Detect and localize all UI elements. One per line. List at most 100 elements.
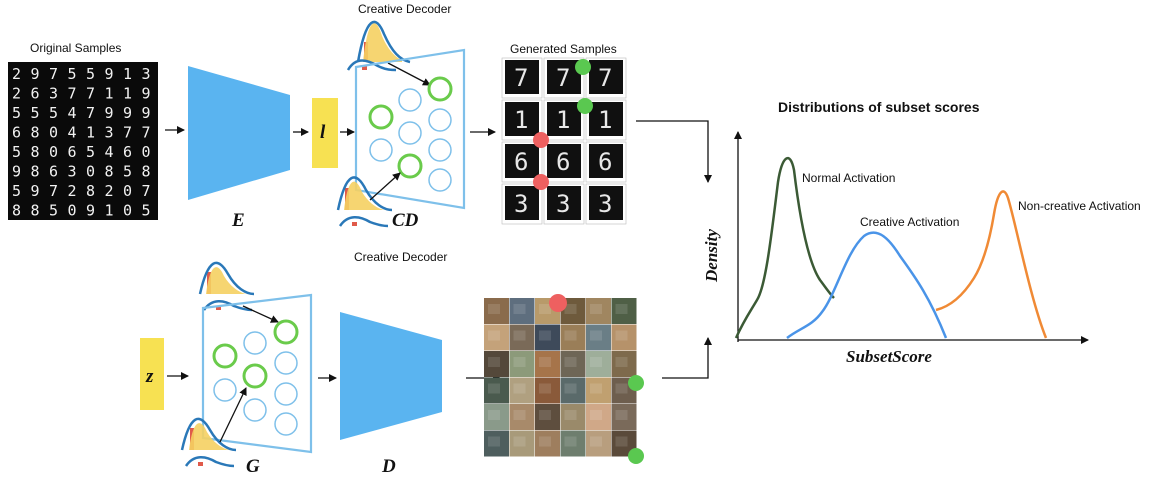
- red-marker: [533, 132, 549, 148]
- generator-label: G: [246, 456, 260, 477]
- digit-cell: 5: [12, 182, 21, 200]
- art-samples-grid: [484, 298, 637, 457]
- art-sample-tile: [509, 430, 535, 457]
- digit-cell: 0: [68, 202, 77, 220]
- digit-cell: 9: [105, 104, 114, 122]
- art-sample-detail: [615, 357, 628, 367]
- red-marker: [549, 294, 567, 312]
- art-sample-detail: [539, 436, 551, 447]
- art-sample-detail: [615, 304, 628, 314]
- digit-cell: 5: [86, 65, 95, 83]
- art-sample-detail: [539, 357, 551, 367]
- node: [428, 138, 452, 162]
- art-sample-detail: [513, 304, 526, 314]
- encoder-label: E: [231, 210, 245, 231]
- art-sample-tile: [535, 404, 560, 430]
- green-marker: [628, 375, 644, 391]
- arrow-to-active-node: [242, 305, 279, 323]
- digit-cell: 2: [12, 65, 21, 83]
- digit-cell: 4: [68, 104, 77, 122]
- art-sample-detail: [488, 357, 500, 367]
- generated-sample-tile: 6: [585, 141, 627, 183]
- chart-title: Distributions of subset scores: [778, 99, 980, 115]
- svg-text:3: 3: [598, 190, 612, 218]
- art-sample-tile: [560, 430, 586, 457]
- node: [428, 168, 452, 192]
- art-sample-detail: [590, 383, 602, 394]
- art-sample-tile: [484, 351, 509, 377]
- art-sample-tile: [586, 430, 611, 457]
- arrow-to-active-node: [369, 172, 401, 201]
- digit-cell: 2: [68, 182, 77, 200]
- art-sample-tile: [560, 324, 586, 351]
- creative-decoder-block: [354, 48, 466, 210]
- digit-cell: 8: [31, 163, 40, 181]
- art-sample-tile: [535, 430, 560, 457]
- distribution-icon: [336, 176, 393, 212]
- digit-cell: 9: [142, 85, 151, 103]
- art-sample-tile: [509, 298, 535, 324]
- discriminator-label: D: [381, 456, 396, 477]
- art-sample-tile: [484, 430, 509, 457]
- art-sample-tile: [560, 377, 586, 404]
- art-sample-detail: [539, 383, 551, 394]
- art-sample-detail: [590, 304, 602, 314]
- digit-cell: 3: [68, 163, 77, 181]
- digit-cell: 1: [123, 85, 132, 103]
- digit-cell: 9: [105, 65, 114, 83]
- digit-cell: 7: [142, 182, 151, 200]
- green-marker: [577, 98, 593, 114]
- art-sample-tile: [509, 351, 535, 377]
- latent-block: [312, 98, 338, 168]
- generator-nodes: [212, 319, 299, 436]
- art-sample-detail: [513, 436, 526, 447]
- bottom-decoder-title: Creative Decoder: [354, 250, 447, 264]
- node: [398, 88, 422, 112]
- art-sample-detail: [488, 383, 500, 394]
- decoder-nodes: [368, 76, 453, 192]
- art-sample-detail: [590, 436, 602, 447]
- generated-sample-tile: 7: [501, 57, 543, 99]
- node: [274, 412, 298, 436]
- generated-sample-tile: 3: [543, 183, 585, 225]
- generated-sample-tile: 6: [501, 141, 543, 183]
- art-sample-tile: [535, 324, 560, 351]
- art-sample-detail: [513, 357, 526, 367]
- green-marker: [575, 59, 591, 75]
- svg-text:6: 6: [514, 148, 528, 176]
- digit-cell: 1: [105, 202, 114, 220]
- digit-cell: 4: [105, 143, 114, 161]
- active-node: [212, 343, 238, 369]
- digit-cell: 6: [12, 124, 21, 142]
- distribution-icon: [202, 300, 253, 312]
- digit-cell: 7: [68, 85, 77, 103]
- svg-text:6: 6: [598, 148, 612, 176]
- digit-cell: 8: [31, 143, 40, 161]
- top-decoder-title: Creative Decoder: [358, 2, 451, 16]
- art-sample-tile: [586, 404, 611, 430]
- art-sample-detail: [615, 436, 628, 447]
- discriminator-block: [340, 312, 442, 440]
- svg-text:1: 1: [598, 106, 612, 134]
- digit-cell: 6: [31, 85, 40, 103]
- svg-text:3: 3: [556, 190, 570, 218]
- connector-bottom-to-chart: [662, 337, 712, 379]
- art-sample-tile: [484, 404, 509, 430]
- digit-cell: 9: [12, 163, 21, 181]
- normal-activation-label: Normal Activation: [802, 171, 895, 185]
- art-sample-detail: [539, 304, 551, 314]
- latent-label: l: [320, 122, 326, 143]
- digit-cell: 0: [123, 202, 132, 220]
- generated-sample-tile: 1: [543, 99, 585, 141]
- art-sample-detail: [513, 383, 526, 394]
- node: [369, 138, 393, 162]
- art-sample-detail: [590, 357, 602, 367]
- active-node: [273, 319, 299, 345]
- node: [213, 378, 237, 402]
- digit-cell: 5: [31, 104, 40, 122]
- generated-sample-tile: 7: [585, 57, 627, 99]
- generated-samples-label: Generated Samples: [510, 42, 617, 56]
- normal-activation-curve: [734, 156, 835, 339]
- original-samples-label: Original Samples: [30, 41, 121, 55]
- digit-cell: 7: [49, 182, 58, 200]
